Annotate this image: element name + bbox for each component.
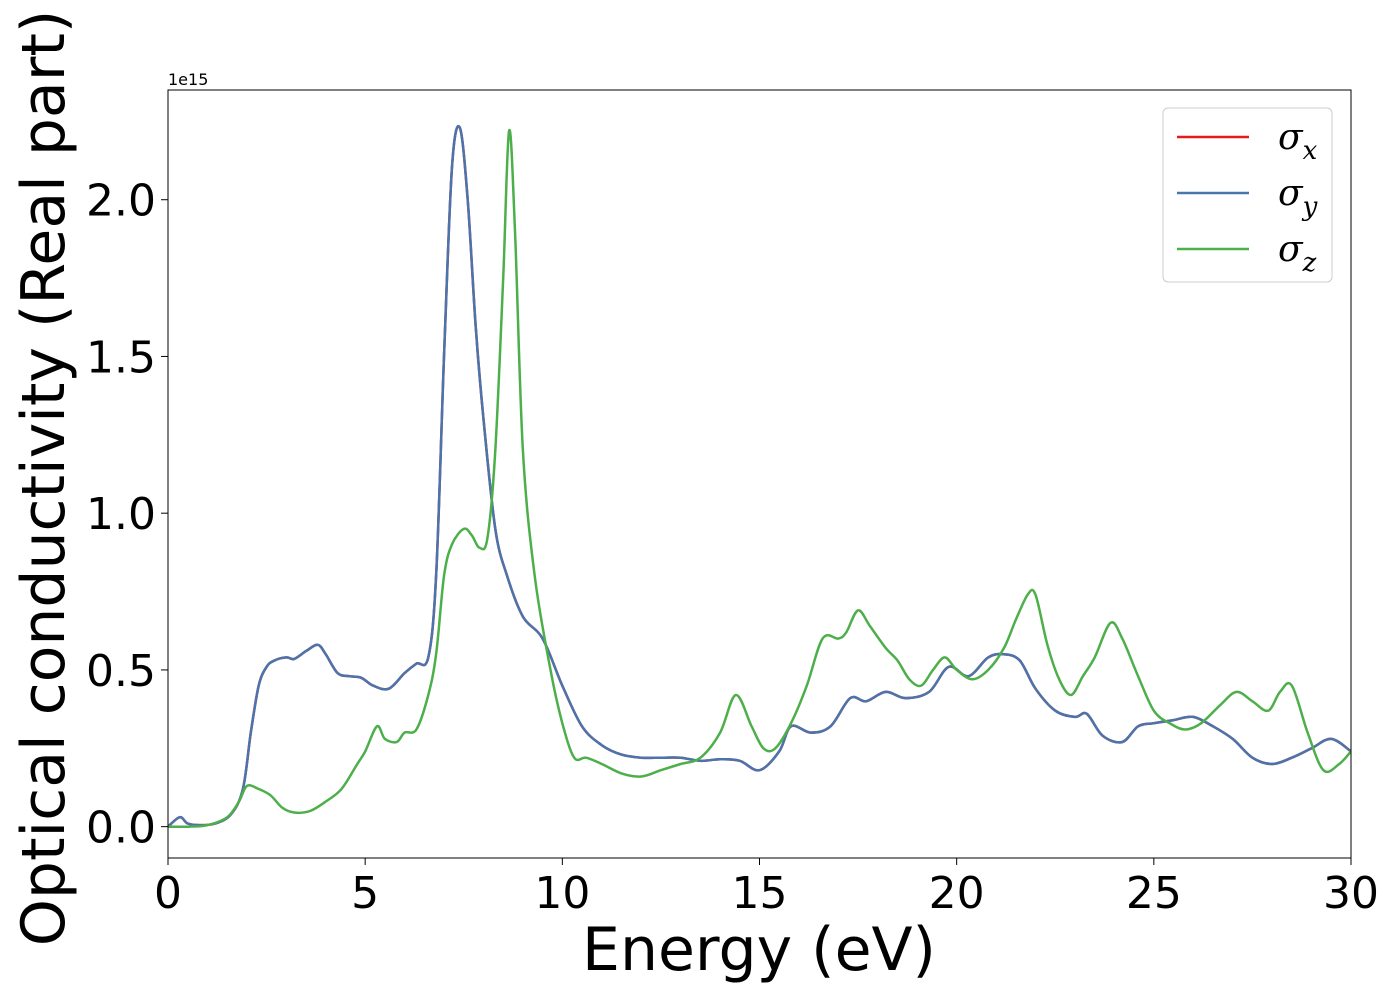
- y-offset-label: 1e15: [168, 70, 208, 89]
- legend-label-y: σy: [1278, 173, 1318, 222]
- legend-subscript: y: [1302, 192, 1318, 222]
- x-axis-ticks: 0 5 10 15 20 25 30: [154, 858, 1379, 919]
- series-layer: [168, 125, 1351, 829]
- legend-box: [1162, 107, 1333, 283]
- y-tick-label: 1.0: [86, 489, 156, 540]
- x-tick-label: 5: [351, 868, 379, 919]
- x-tick-label: 0: [154, 868, 182, 919]
- y-tick-label: 0.0: [86, 803, 156, 854]
- x-tick-label: 15: [732, 868, 788, 919]
- y-axis-ticks: 0.0 0.5 1.0 1.5 2.0: [86, 176, 168, 854]
- y-axis-title: Optical conductivity (Real part): [9, 10, 79, 947]
- x-axis-title: Energy (eV): [582, 915, 936, 985]
- legend-subscript: x: [1303, 136, 1318, 166]
- series-line-y: [168, 125, 1351, 828]
- x-tick-label: 10: [534, 868, 590, 919]
- x-tick-label: 20: [929, 868, 985, 919]
- x-tick-label: 25: [1126, 868, 1182, 919]
- y-tick-label: 1.5: [86, 332, 156, 383]
- series-line-z: [168, 128, 1351, 829]
- legend-label-x: σx: [1278, 117, 1318, 166]
- legend-subscript: z: [1302, 248, 1317, 278]
- x-tick-label: 30: [1323, 868, 1379, 919]
- y-tick-label: 0.5: [86, 646, 156, 697]
- y-tick-label: 2.0: [86, 176, 156, 227]
